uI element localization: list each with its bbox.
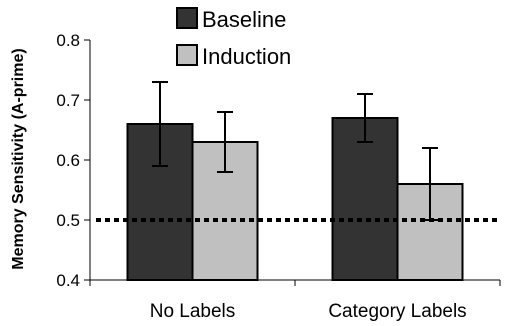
y-tick-label: 0.8: [56, 31, 80, 50]
bars: [126, 117, 464, 281]
y-tick-label: 0.4: [56, 271, 80, 290]
legend-label: Induction: [202, 44, 291, 69]
y-axis-label: Memory Sensitivity (A-prime): [10, 48, 27, 269]
legend-label: Baseline: [202, 7, 286, 32]
y-ticks: 0.4 0.5 0.6 0.7 0.8: [56, 31, 90, 290]
bar: [331, 117, 399, 281]
y-tick-label: 0.7: [56, 91, 80, 110]
y-tick-label: 0.6: [56, 151, 80, 170]
legend-swatch: [176, 7, 198, 29]
x-category-labels: No Labels Category Labels: [150, 301, 467, 322]
legend-swatch: [176, 44, 198, 66]
legend: Baseline Induction: [176, 7, 291, 69]
x-category-label: Category Labels: [328, 301, 466, 322]
y-tick-label: 0.5: [56, 211, 80, 230]
x-category-label: No Labels: [150, 301, 236, 322]
